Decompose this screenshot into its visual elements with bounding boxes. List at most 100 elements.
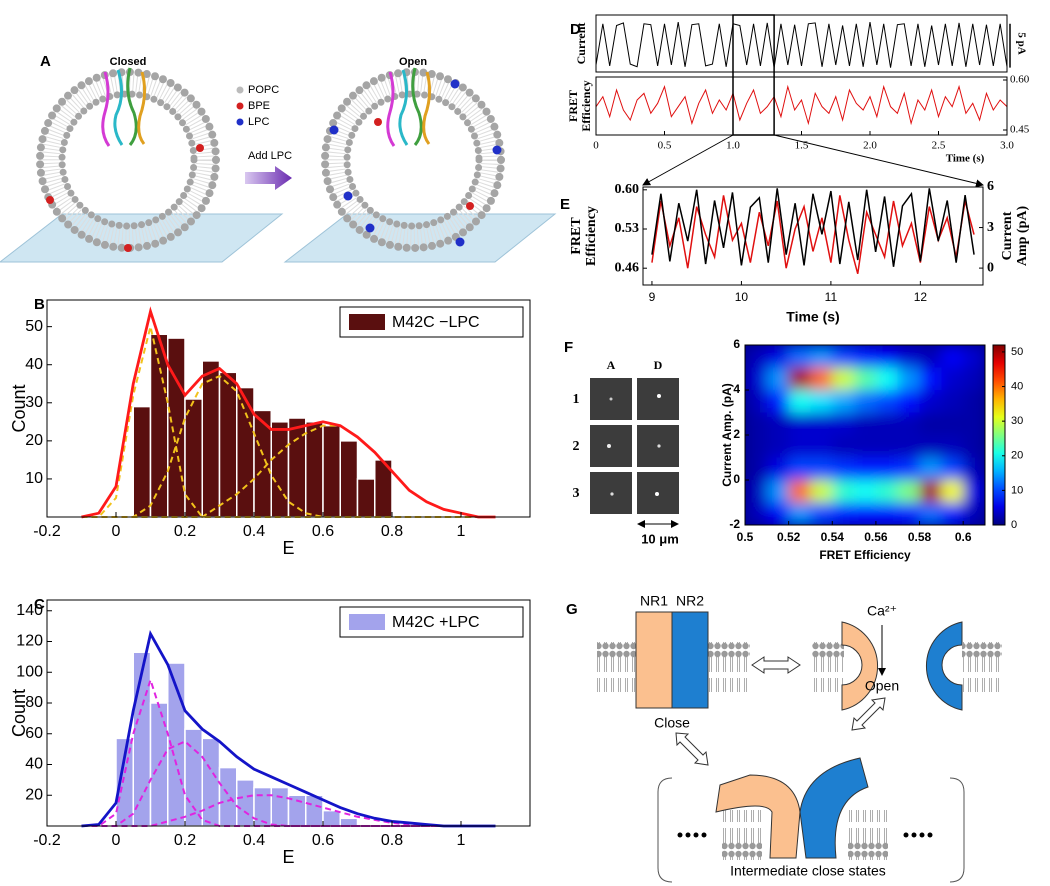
- y-tick-label: 0.60: [615, 182, 640, 197]
- heat-cell: [875, 412, 899, 436]
- y-axis-label: Current Amp. (pA): [720, 383, 734, 487]
- heat-cell: [875, 390, 899, 414]
- heat-cell: [963, 390, 985, 414]
- bar: [356, 478, 376, 518]
- x-tick-label: 1.0: [726, 140, 740, 152]
- axes-frame: [595, 14, 1008, 73]
- x-tick-label: 0.5: [737, 530, 754, 544]
- heat-cell: [832, 480, 855, 504]
- heat-cell: [854, 480, 877, 504]
- heat-cell: [963, 367, 985, 391]
- bar: [270, 786, 290, 827]
- heat-cell: [897, 367, 921, 391]
- legend-label: M42C −LPC: [392, 314, 480, 331]
- microscopy-images: [590, 378, 679, 528]
- x-tick-label: 2.5: [932, 140, 946, 152]
- panel-label: E: [560, 196, 570, 213]
- heat-cell: [810, 412, 833, 436]
- y-axis-label: Efficiency: [584, 206, 599, 266]
- heat-cell: [963, 502, 985, 525]
- x-axis-label: Time (s): [786, 309, 839, 325]
- y2-tick-label: 6: [987, 179, 994, 194]
- heat-cell: [745, 412, 768, 436]
- heat-cell: [832, 412, 855, 436]
- vesicle-illustration: [0, 67, 557, 263]
- colorbar-tick-label: 30: [1011, 415, 1023, 427]
- bar: [167, 337, 186, 518]
- x-axis-label: FRET Efficiency: [819, 548, 911, 562]
- y-tick-label: 0.46: [615, 260, 640, 275]
- heat-cell: [788, 367, 812, 391]
- y-axis-label: FRET: [569, 217, 584, 255]
- heat-cell: [832, 367, 855, 391]
- x-tick-label: 0.6: [312, 832, 334, 849]
- legend-label: POPC: [248, 84, 279, 96]
- colorbar-tick-label: 20: [1011, 450, 1023, 462]
- heat-cell: [941, 412, 964, 436]
- x-tick-label: 0.54: [821, 530, 845, 544]
- colorbar-tick-label: 10: [1011, 484, 1023, 496]
- fit-curve: [81, 306, 496, 519]
- zoom-connector: [773, 134, 984, 188]
- heat-cell: [941, 480, 964, 504]
- x-tick-label: 0.6: [312, 523, 334, 540]
- ion-label: Ca²⁺: [867, 603, 897, 619]
- bar: [184, 398, 203, 518]
- heatmap-area: [745, 345, 985, 525]
- heat-cell: [745, 345, 768, 369]
- x-tick-label: 0.6: [955, 530, 972, 544]
- x-axis-label: Time (s): [946, 153, 985, 165]
- component-curve: [81, 424, 496, 518]
- colorbar-tick-label: 50: [1011, 346, 1023, 358]
- bar: [236, 779, 255, 827]
- x-tick-label: 0.58: [908, 530, 932, 544]
- panel-label: A: [40, 53, 51, 70]
- heat-cell: [941, 435, 964, 459]
- y-tick-label: 2: [733, 427, 740, 441]
- y-tick-label: 50: [25, 318, 43, 335]
- state-label: Open: [865, 678, 899, 694]
- y-tick-label: 6: [733, 337, 740, 351]
- y-axis-label: Count: [9, 384, 29, 432]
- image-row-label: 1: [573, 392, 580, 407]
- bar: [322, 424, 341, 518]
- heat-cell: [832, 435, 855, 459]
- heat-cell: [832, 390, 855, 414]
- heat-cell: [875, 502, 899, 525]
- heat-cell: [941, 502, 964, 525]
- state-label: Close: [654, 715, 690, 731]
- heat-cell: [766, 412, 790, 436]
- heat-cell: [919, 435, 942, 459]
- x-tick-label: 0: [593, 140, 599, 152]
- heat-cell: [810, 502, 833, 525]
- heat-cell: [745, 367, 768, 391]
- legend-swatch: [349, 314, 385, 330]
- subunit-label: NR2: [676, 593, 704, 609]
- axes-frame: [46, 599, 531, 827]
- heat-cell: [919, 457, 942, 481]
- x-tick-label: 10: [735, 290, 749, 304]
- y-tick-label: 20: [25, 786, 43, 803]
- x-tick-label: 0.4: [243, 523, 265, 540]
- heat-cell: [788, 390, 812, 414]
- heat-cell: [745, 435, 768, 459]
- axes-frame: [46, 299, 531, 518]
- heat-cell: [963, 480, 985, 504]
- x-axis-label: E: [282, 538, 294, 558]
- heat-cell: [810, 457, 833, 481]
- panel-label: B: [34, 296, 45, 313]
- bar: [218, 371, 238, 518]
- heat-cell: [875, 345, 899, 369]
- colorbar-tick-label: 0: [1011, 519, 1017, 531]
- image-column-label: D: [654, 358, 663, 372]
- bar: [201, 360, 221, 518]
- legend-swatch: [349, 614, 385, 630]
- heat-cell: [832, 457, 855, 481]
- x-tick-label: 0.2: [174, 523, 196, 540]
- trace-line: [595, 21, 1008, 68]
- y-tick-label: 0: [733, 472, 740, 486]
- state-label: Intermediate close states: [730, 863, 886, 879]
- plot-background: [643, 187, 983, 285]
- heat-cell: [963, 435, 985, 459]
- image-column-label: A: [607, 358, 616, 372]
